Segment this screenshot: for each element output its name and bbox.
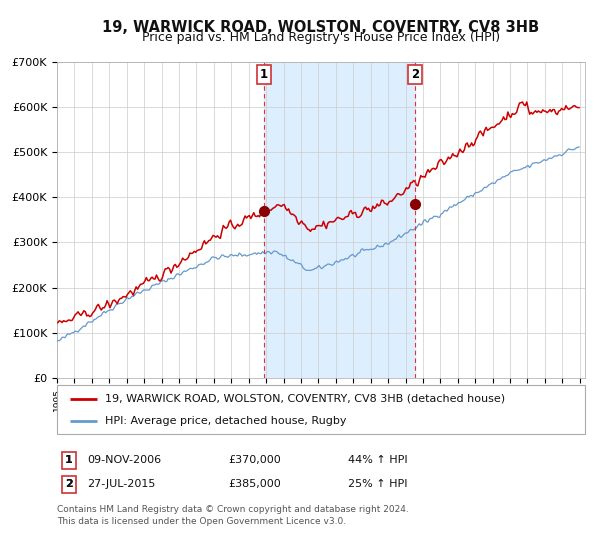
Text: 1: 1 xyxy=(65,455,73,465)
Text: 09-NOV-2006: 09-NOV-2006 xyxy=(87,455,161,465)
Text: 25% ↑ HPI: 25% ↑ HPI xyxy=(348,479,407,489)
Text: This data is licensed under the Open Government Licence v3.0.: This data is licensed under the Open Gov… xyxy=(57,517,346,526)
Text: £385,000: £385,000 xyxy=(228,479,281,489)
Text: 19, WARWICK ROAD, WOLSTON, COVENTRY, CV8 3HB: 19, WARWICK ROAD, WOLSTON, COVENTRY, CV8… xyxy=(103,20,539,35)
Bar xyxy=(263,62,415,378)
Text: £370,000: £370,000 xyxy=(228,455,281,465)
Text: Price paid vs. HM Land Registry's House Price Index (HPI): Price paid vs. HM Land Registry's House … xyxy=(142,31,500,44)
Text: Contains HM Land Registry data © Crown copyright and database right 2024.: Contains HM Land Registry data © Crown c… xyxy=(57,505,409,514)
Text: 44% ↑ HPI: 44% ↑ HPI xyxy=(348,455,407,465)
Text: 19, WARWICK ROAD, WOLSTON, COVENTRY, CV8 3HB (detached house): 19, WARWICK ROAD, WOLSTON, COVENTRY, CV8… xyxy=(104,394,505,404)
Text: 2: 2 xyxy=(65,479,73,489)
Text: HPI: Average price, detached house, Rugby: HPI: Average price, detached house, Rugb… xyxy=(104,416,346,426)
Text: 27-JUL-2015: 27-JUL-2015 xyxy=(87,479,155,489)
Text: 1: 1 xyxy=(260,68,268,81)
Text: 1: 1 xyxy=(65,455,73,465)
Text: 2: 2 xyxy=(65,479,73,489)
Text: 2: 2 xyxy=(412,68,419,81)
